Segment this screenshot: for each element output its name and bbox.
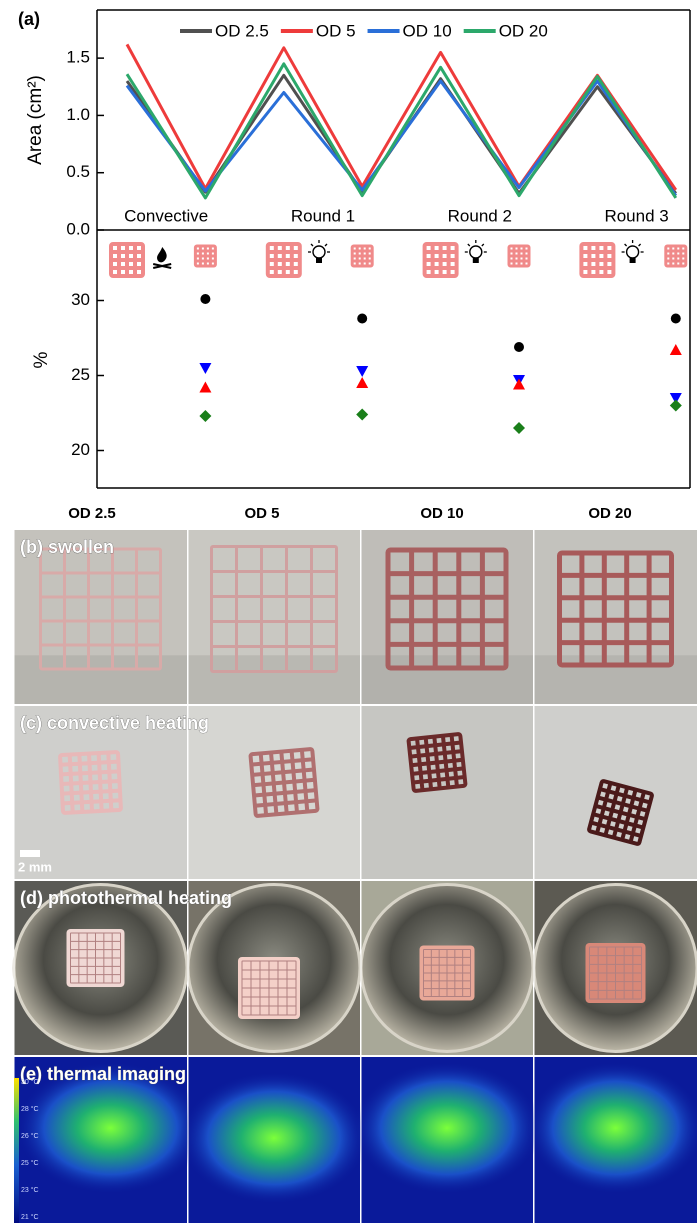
bulb-ray	[482, 244, 484, 246]
bulb-icon	[473, 258, 479, 263]
bulb-ray	[311, 244, 313, 246]
scaffold	[509, 246, 529, 266]
stage-label: Round 1	[291, 206, 355, 225]
y-tick-label: 0.5	[66, 162, 90, 181]
legend-label: OD 10	[403, 21, 452, 40]
y-tick-label: 0.0	[66, 219, 90, 238]
line-series	[127, 44, 676, 190]
marker	[513, 422, 525, 434]
stage-label: Convective	[124, 206, 208, 225]
marker	[356, 377, 368, 388]
marker	[513, 379, 525, 390]
column-label: OD 10	[420, 505, 463, 522]
colorbar-label: 26 °C	[21, 1132, 39, 1140]
panel-label: (c) convective heating	[20, 713, 209, 733]
y-axis-label: %	[31, 351, 52, 368]
legend-label: OD 5	[316, 21, 356, 40]
scaffold	[60, 752, 121, 813]
marker	[514, 342, 524, 352]
colorbar-label: 28 °C	[21, 1105, 39, 1113]
legend-label: OD 2.5	[215, 21, 269, 40]
colorbar-label: 21 °C	[21, 1213, 39, 1221]
page: {"chart_data": [ {"type": "line", "panel…	[0, 0, 697, 1223]
colorbar-label: 25 °C	[21, 1159, 39, 1167]
colorbar	[14, 1078, 19, 1223]
marker	[200, 294, 210, 304]
y-tick-label: 20	[71, 440, 90, 459]
marker	[357, 314, 367, 324]
bulb-icon	[313, 246, 325, 258]
marker	[671, 314, 681, 324]
scaffold	[195, 246, 215, 266]
line-series	[127, 81, 676, 196]
panel-label: (a)	[18, 9, 40, 29]
stage-label: Round 2	[448, 206, 512, 225]
marker	[670, 400, 682, 412]
photo	[361, 706, 533, 879]
bulb-ray	[625, 244, 627, 246]
scaffold	[666, 246, 686, 266]
column-label: OD 5	[244, 505, 279, 522]
bulb-ray	[468, 244, 470, 246]
stage-label: Round 3	[604, 206, 668, 225]
bulb-icon	[630, 258, 636, 263]
scale-bar	[20, 850, 40, 857]
scaffold	[425, 244, 457, 276]
bulb-icon	[316, 258, 322, 263]
y-axis-label: Area (cm²)	[25, 75, 46, 165]
hot-spot	[352, 1062, 541, 1195]
flame-icon	[157, 247, 167, 262]
y-tick-label: 1.0	[66, 105, 90, 124]
bulb-ray	[325, 244, 327, 246]
bulb-icon	[627, 246, 639, 258]
hot-spot	[526, 1062, 697, 1195]
panel-label: (d) photothermal heating	[20, 888, 232, 908]
column-label: OD 20	[588, 505, 631, 522]
hot-spot	[179, 1072, 368, 1205]
legend-label: OD 20	[499, 21, 548, 40]
y-tick-label: 1.5	[66, 48, 90, 67]
panel-label: (b) swollen	[20, 537, 114, 557]
marker	[670, 344, 682, 355]
scale-bar-label: 2 mm	[18, 859, 52, 874]
colorbar-label: 23 °C	[21, 1186, 39, 1194]
marker	[199, 382, 211, 393]
bulb-ray	[639, 244, 641, 246]
marker	[199, 363, 211, 374]
y-tick-label: 25	[71, 365, 90, 384]
y-tick-label: 30	[71, 290, 90, 309]
scaffold	[111, 244, 143, 276]
scaffold	[268, 244, 300, 276]
line-series	[127, 64, 676, 198]
marker	[199, 410, 211, 422]
photo-shade	[188, 655, 360, 704]
scaffold	[352, 246, 372, 266]
colorbar-label: 30 °C	[21, 1078, 39, 1086]
marker	[356, 366, 368, 377]
column-label: OD 2.5	[68, 505, 116, 522]
bulb-icon	[470, 246, 482, 258]
marker	[356, 409, 368, 421]
scaffold	[581, 244, 613, 276]
figure: (a) Area (cm²) % 0.0 0.5 1.0 1.5 20 25 30 Conve…	[0, 0, 697, 1223]
panel-label: (e) thermal imaging	[20, 1064, 186, 1084]
